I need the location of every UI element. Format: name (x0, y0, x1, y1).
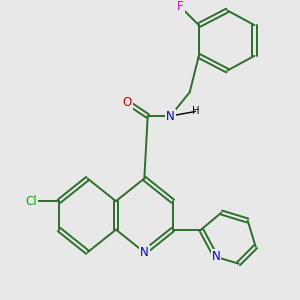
Text: N: N (212, 250, 220, 263)
Text: Cl: Cl (25, 195, 37, 208)
Text: N: N (140, 246, 149, 259)
Text: F: F (177, 1, 184, 13)
Text: N: N (166, 110, 175, 122)
Text: H: H (192, 106, 199, 116)
Text: O: O (123, 96, 132, 109)
